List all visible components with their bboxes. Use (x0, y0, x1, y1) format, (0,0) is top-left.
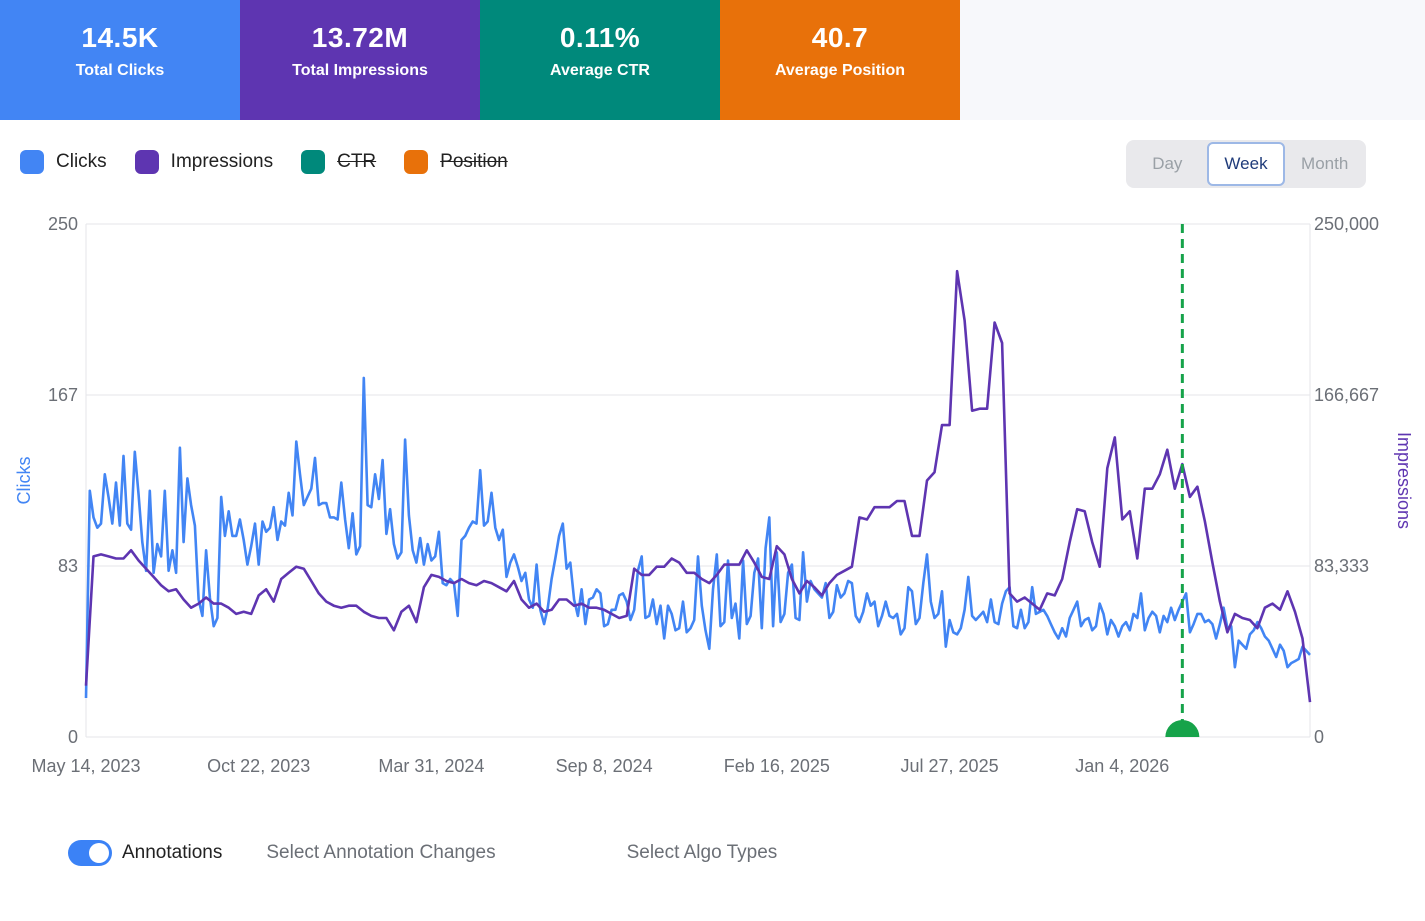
y-left-tick-label: 167 (48, 385, 78, 405)
y-right-tick-label: 83,333 (1314, 556, 1369, 576)
card-value: 40.7 (811, 22, 869, 53)
period-toggle: Day Week Month (1126, 140, 1366, 188)
chart-footer: Annotations Select Annotation Changes Se… (68, 840, 777, 866)
series-line-impressions (84, 269, 1312, 703)
x-tick-label: Jul 27, 2025 (901, 756, 999, 776)
y-left-tick-label: 83 (58, 556, 78, 576)
period-month-button[interactable]: Month (1301, 154, 1349, 173)
x-tick-label: Jan 4, 2026 (1075, 756, 1169, 776)
x-tick-label: Sep 8, 2024 (556, 756, 653, 776)
chart-legend: Clicks Impressions CTR Position (20, 150, 536, 174)
legend-item-clicks[interactable]: Clicks (20, 150, 107, 174)
y-right-tick-label: 0 (1314, 727, 1324, 747)
card-label: Average CTR (550, 62, 650, 79)
metric-cards: 14.5K Total Clicks 13.72M Total Impressi… (0, 0, 1425, 120)
card-value: 14.5K (81, 22, 159, 53)
annotations-label: Annotations (122, 842, 223, 863)
period-week-button[interactable]: Week (1206, 142, 1286, 186)
legend-item-ctr[interactable]: CTR (301, 150, 376, 174)
card-total-impressions[interactable]: 13.72M Total Impressions (240, 0, 480, 120)
algo-types-select[interactable]: Select Algo Types (626, 842, 778, 863)
x-tick-label: Mar 31, 2024 (378, 756, 484, 776)
legend-label-clicks: Clicks (56, 151, 107, 172)
legend-swatch-impressions (134, 150, 159, 174)
y-right-tick-label: 250,000 (1314, 214, 1379, 234)
card-average-ctr[interactable]: 0.11% Average CTR (480, 0, 720, 120)
legend-swatch-position (404, 150, 429, 174)
card-value: 13.72M (311, 22, 409, 53)
legend-swatch-clicks (20, 150, 44, 174)
legend-label-ctr: CTR (337, 151, 377, 172)
annotations-toggle[interactable] (68, 840, 112, 866)
y-right-tick-label: 166,667 (1314, 385, 1379, 405)
y-right-axis-title: Impressions (1394, 432, 1414, 529)
card-label: Total Impressions (292, 62, 428, 79)
card-label: Average Position (774, 62, 906, 79)
legend-swatch-ctr (301, 150, 326, 174)
x-tick-label: Oct 22, 2023 (207, 756, 310, 776)
card-label: Total Clicks (75, 62, 165, 79)
card-total-clicks[interactable]: 14.5K Total Clicks (0, 0, 240, 120)
y-left-tick-label: 0 (68, 727, 78, 747)
x-tick-label: Feb 16, 2025 (724, 756, 830, 776)
y-left-axis-title: Clicks (14, 457, 34, 505)
annotation-changes-select[interactable]: Select Annotation Changes (266, 842, 496, 863)
toggle-knob (89, 843, 109, 863)
x-tick-label: May 14, 2023 (31, 756, 140, 776)
card-value: 0.11% (559, 22, 641, 53)
card-average-position[interactable]: 40.7 Average Position (720, 0, 960, 120)
period-day-button[interactable]: Day (1152, 154, 1183, 173)
legend-item-impressions[interactable]: Impressions (134, 150, 274, 174)
legend-item-position[interactable]: Position (404, 150, 508, 174)
y-left-tick-label: 250 (48, 214, 78, 234)
series-line-clicks (84, 376, 1311, 699)
performance-chart: 0 0 83 83,333 167 166,667 250 250,000 Clicks Impr… (14, 214, 1414, 776)
annotation-marker (1165, 720, 1200, 737)
legend-label-position: Position (440, 151, 508, 172)
legend-label-impressions: Impressions (170, 151, 274, 172)
